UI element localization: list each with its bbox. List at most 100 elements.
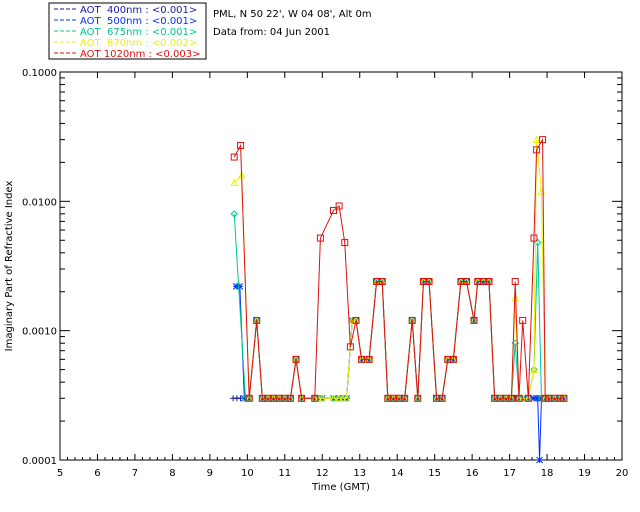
- legend-entry: AOT 870nm : <0.002>: [54, 38, 197, 49]
- x-tick-label: 6: [94, 468, 100, 479]
- legend-label: AOT 500nm : <0.001>: [80, 16, 197, 27]
- series-5: [230, 136, 568, 402]
- data-point: [318, 394, 327, 402]
- data-point: [519, 316, 527, 324]
- legend-entry: AOT 500nm : <0.001>: [54, 16, 197, 27]
- data-point: [230, 178, 239, 186]
- data-point: [541, 394, 549, 402]
- data-point: [485, 277, 493, 285]
- y-axis: 0.0001 0.0010 0.0100 0.1000: [22, 68, 622, 467]
- data-point: [348, 316, 357, 324]
- data-point: [253, 316, 261, 324]
- y-tick-label: 0.0100: [22, 197, 57, 208]
- x-tick-label: 7: [132, 468, 138, 479]
- data-point: [330, 206, 338, 214]
- data-point: [378, 277, 386, 285]
- data-point: [245, 394, 253, 402]
- legend-entry: AOT 400nm : <0.001>: [54, 5, 197, 16]
- data-point: [298, 394, 306, 402]
- data-point: [425, 277, 433, 285]
- series-layer: [230, 135, 568, 464]
- x-tick-label: 19: [578, 468, 591, 479]
- data-point: [530, 394, 538, 402]
- legend-entry: AOT 1020nm : <0.003>: [54, 49, 200, 60]
- date-label: Data from: 04 Jun 2001: [213, 27, 330, 38]
- data-point: [230, 210, 238, 218]
- legend-label: AOT 870nm : <0.002>: [80, 38, 197, 49]
- x-tick-label: 14: [391, 468, 404, 479]
- data-point: [230, 153, 238, 161]
- x-tick-label: 5: [57, 468, 63, 479]
- data-point: [515, 394, 523, 402]
- legend-label: AOT 675nm : <0.001>: [80, 27, 197, 38]
- x-tick-label: 9: [207, 468, 213, 479]
- y-tick-label: 0.1000: [22, 68, 57, 79]
- legend-label: AOT 400nm : <0.001>: [80, 5, 197, 16]
- data-point: [352, 316, 360, 324]
- data-point: [237, 142, 245, 150]
- x-tick-label: 16: [466, 468, 479, 479]
- data-point: [560, 394, 568, 402]
- header-text: PML, N 50 22', W 04 08', Alt 0m Data fro…: [213, 9, 372, 38]
- data-point: [316, 234, 324, 242]
- data-point: [339, 394, 347, 402]
- x-tick-label: 17: [503, 468, 516, 479]
- data-point: [314, 394, 323, 402]
- x-tick-label: 13: [353, 468, 366, 479]
- data-point: [358, 355, 366, 363]
- data-point: [365, 355, 373, 363]
- data-point: [408, 316, 416, 324]
- data-point: [438, 394, 446, 402]
- y-tick-label: 0.0010: [22, 327, 57, 338]
- x-tick-label: 15: [428, 468, 441, 479]
- data-point: [470, 316, 478, 324]
- data-point: [401, 394, 409, 402]
- data-point: [414, 394, 422, 402]
- data-point: [286, 394, 294, 402]
- data-point: [556, 394, 564, 402]
- data-point: [342, 394, 351, 402]
- x-axis-label: Time (GMT): [311, 482, 370, 493]
- data-point: [329, 394, 338, 402]
- data-point: [463, 277, 471, 285]
- legend: AOT 400nm : <0.001>AOT 500nm : <0.001>AO…: [48, 2, 207, 60]
- location-label: PML, N 50 22', W 04 08', Alt 0m: [213, 9, 372, 20]
- y-tick-label: 0.0001: [22, 456, 57, 467]
- data-point: [236, 283, 244, 290]
- data-point: [539, 136, 547, 144]
- data-point: [511, 277, 519, 285]
- data-point: [335, 394, 343, 402]
- data-point: [507, 394, 515, 402]
- data-point: [232, 283, 240, 290]
- data-point: [511, 293, 520, 302]
- x-tick-label: 11: [278, 468, 291, 479]
- data-point: [335, 202, 343, 210]
- data-point: [532, 135, 541, 144]
- y-axis-label: Imaginary Part of Refractive Index: [4, 181, 15, 352]
- data-point: [341, 239, 349, 247]
- data-point: [530, 234, 538, 242]
- data-point: [534, 394, 542, 402]
- data-point: [518, 394, 527, 402]
- x-tick-label: 10: [241, 468, 254, 479]
- series-line: [233, 137, 564, 399]
- data-point: [560, 394, 568, 402]
- data-point: [530, 365, 538, 374]
- x-tick-label: 20: [616, 468, 629, 479]
- plot-frame: [59, 71, 623, 461]
- data-point: [533, 146, 541, 154]
- legend-label: AOT 1020nm : <0.003>: [80, 49, 200, 60]
- x-tick-label: 18: [541, 468, 554, 479]
- data-point: [511, 394, 519, 402]
- x-tick-label: 12: [316, 468, 329, 479]
- data-point: [524, 394, 532, 402]
- x-axis: 5 6 7 8 9 10 11 12 13 14 15 16 17 18 19 20: [57, 72, 629, 479]
- data-point: [536, 456, 543, 464]
- data-point: [311, 394, 319, 402]
- data-point: [346, 343, 354, 351]
- legend-entry: AOT 675nm : <0.001>: [54, 27, 197, 38]
- x-tick-label: 8: [169, 468, 175, 479]
- data-point: [449, 355, 457, 363]
- data-point: [292, 355, 300, 363]
